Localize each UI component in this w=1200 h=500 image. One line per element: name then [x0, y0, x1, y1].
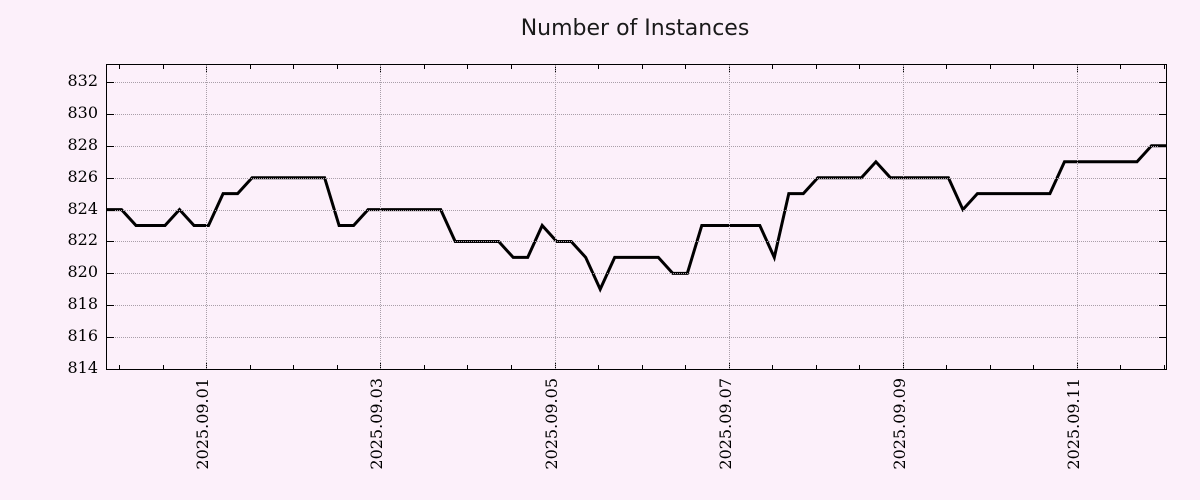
- x-tick-minor: [772, 365, 774, 369]
- x-tick-minor-top: [598, 65, 600, 69]
- x-tick-minor-top: [1120, 65, 1122, 69]
- x-gridline: [380, 65, 382, 369]
- y-gridline: [107, 82, 1166, 84]
- y-tick-left: [107, 337, 114, 339]
- x-tick-minor-top: [119, 65, 121, 69]
- x-tick-minor-top: [293, 65, 295, 69]
- x-tick-minor-top: [249, 65, 251, 69]
- x-gridline: [206, 65, 208, 369]
- x-tick-minor: [249, 365, 251, 369]
- x-tick-minor-top: [511, 65, 513, 69]
- x-tick-minor: [989, 365, 991, 369]
- y-tick-label: 824: [67, 198, 98, 218]
- instances-line: [107, 144, 1166, 293]
- x-gridline: [554, 65, 556, 369]
- plot-area: [106, 64, 1167, 370]
- y-gridline: [107, 209, 1166, 211]
- x-tick-minor-top: [685, 65, 687, 69]
- x-tick-minor-top: [815, 65, 817, 69]
- x-tick-minor-top: [1033, 65, 1035, 69]
- x-tick-minor-top: [1163, 65, 1165, 69]
- x-tick-minor: [1033, 365, 1035, 369]
- y-tick-right: [1159, 209, 1166, 211]
- y-tick-right: [1159, 145, 1166, 147]
- chart-title: Number of Instances: [520, 16, 750, 41]
- y-tick-right: [1159, 241, 1166, 243]
- y-tick-label: 816: [67, 326, 98, 346]
- x-tick-label-text: 2025.09.03: [367, 378, 387, 470]
- y-tick-label: 822: [67, 230, 98, 250]
- y-tick-left: [107, 209, 114, 211]
- x-tick-minor: [423, 365, 425, 369]
- x-tick-minor-top: [989, 65, 991, 69]
- y-tick-label: 830: [67, 102, 98, 122]
- x-tick-minor-top: [641, 65, 643, 69]
- x-tick-minor: [293, 365, 295, 369]
- x-tick-minor: [511, 365, 513, 369]
- y-tick-left: [107, 145, 114, 147]
- x-tick-minor: [162, 365, 164, 369]
- x-tick-minor: [815, 365, 817, 369]
- y-tick-right: [1159, 273, 1166, 275]
- y-tick-left: [107, 369, 114, 370]
- x-tick-minor: [467, 365, 469, 369]
- x-tick-label-text: 2025.09.09: [889, 378, 909, 470]
- x-tick-minor: [946, 365, 948, 369]
- line-series-canvas: [107, 144, 1166, 293]
- y-tick-right: [1159, 369, 1166, 370]
- y-tick-right: [1159, 177, 1166, 179]
- y-tick-left: [107, 305, 114, 307]
- x-tick-minor-top: [946, 65, 948, 69]
- y-gridline: [107, 337, 1166, 339]
- x-tick-minor-top: [423, 65, 425, 69]
- x-tick-minor-top: [859, 65, 861, 69]
- x-tick-minor: [1163, 365, 1165, 369]
- y-gridline: [107, 145, 1166, 147]
- y-tick-left: [107, 273, 114, 275]
- x-tick-minor: [119, 365, 121, 369]
- x-tick-label-text: 2025.09.01: [193, 378, 213, 470]
- y-tick-label: 832: [67, 71, 98, 91]
- x-tick-label-text: 2025.09.05: [541, 378, 561, 470]
- y-gridline: [107, 305, 1166, 307]
- y-tick-right: [1159, 305, 1166, 307]
- y-tick-right: [1159, 113, 1166, 115]
- x-tick-label-text: 2025.09.11: [1063, 378, 1083, 470]
- y-gridline: [107, 241, 1166, 243]
- x-gridline: [728, 65, 730, 369]
- y-tick-left: [107, 241, 114, 243]
- x-tick-minor: [685, 365, 687, 369]
- x-tick-minor-top: [467, 65, 469, 69]
- y-tick-left: [107, 82, 114, 84]
- x-tick-minor: [598, 365, 600, 369]
- x-tick-minor-top: [162, 65, 164, 69]
- x-tick-minor: [336, 365, 338, 369]
- y-tick-right: [1159, 82, 1166, 84]
- y-tick-label: 828: [67, 134, 98, 154]
- y-tick-label: 814: [67, 358, 98, 377]
- y-tick-right: [1159, 337, 1166, 339]
- y-gridline: [107, 273, 1166, 275]
- y-tick-label: 820: [67, 262, 98, 282]
- x-gridline: [902, 65, 904, 369]
- x-tick-label-text: 2025.09.07: [715, 378, 735, 470]
- y-tick-label: 826: [67, 166, 98, 186]
- x-tick-minor: [641, 365, 643, 369]
- x-tick-minor-top: [772, 65, 774, 69]
- y-gridline: [107, 113, 1166, 115]
- y-tick-left: [107, 177, 114, 179]
- y-tick-left: [107, 113, 114, 115]
- x-tick-minor-top: [336, 65, 338, 69]
- x-gridline: [1076, 65, 1078, 369]
- y-tick-label: 818: [67, 294, 98, 314]
- x-tick-minor: [1120, 365, 1122, 369]
- y-gridline: [107, 177, 1166, 179]
- x-tick-minor: [859, 365, 861, 369]
